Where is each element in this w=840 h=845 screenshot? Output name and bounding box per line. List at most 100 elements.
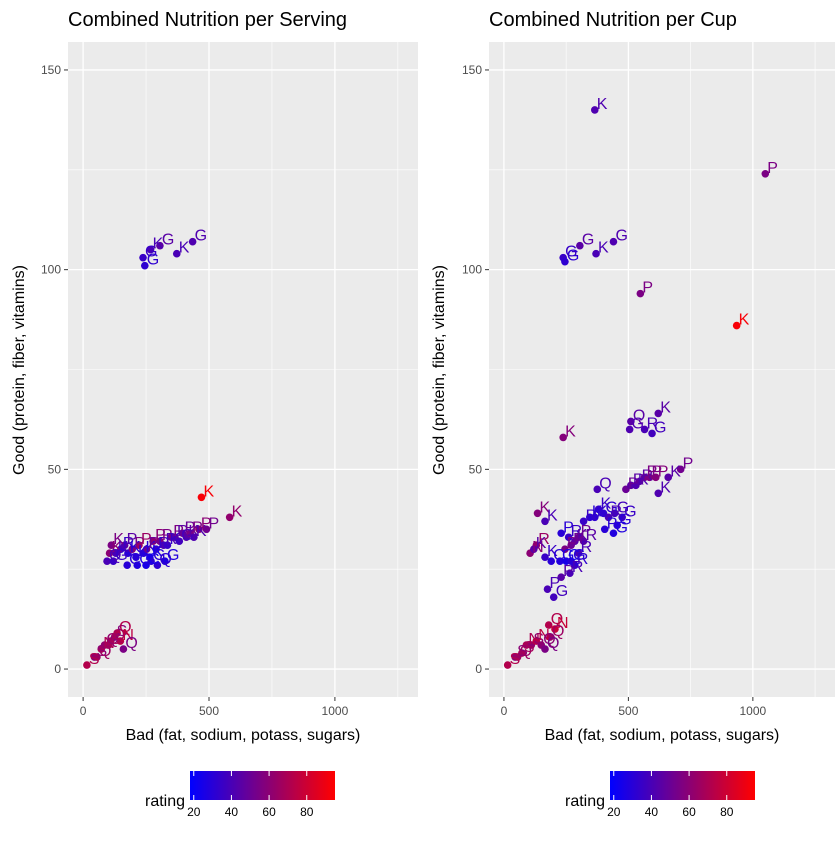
data-point xyxy=(604,513,613,522)
point-label: G xyxy=(145,244,157,261)
gridlines-serving xyxy=(68,42,418,697)
y-ticks-cup: 0 50 100 150 xyxy=(462,63,489,676)
point-label: P xyxy=(581,523,592,540)
point-label: K xyxy=(547,543,558,560)
x-axis-label-serving: Bad (fat, sodium, potass, sugars) xyxy=(126,727,361,744)
data-point xyxy=(156,241,164,250)
point-label: G xyxy=(147,252,159,269)
point-label: R xyxy=(610,503,622,520)
point-label: P xyxy=(192,519,203,536)
data-point xyxy=(676,465,685,474)
chart-title-cup: Combined Nutrition per Cup xyxy=(489,9,737,31)
y-tick-label: 150 xyxy=(462,63,482,77)
point-label: N xyxy=(557,615,569,632)
data-point xyxy=(544,621,553,629)
point-label: K xyxy=(232,503,243,520)
x-tick-label: 500 xyxy=(618,704,638,718)
data-point xyxy=(541,553,549,562)
data-point xyxy=(761,169,770,178)
data-point xyxy=(732,321,741,330)
data-point xyxy=(202,525,211,534)
point-label: S xyxy=(533,631,544,648)
data-point xyxy=(648,429,656,438)
data-point xyxy=(116,637,125,645)
legend-tick-label: 20 xyxy=(607,805,621,819)
point-label: Q xyxy=(633,407,645,424)
data-point xyxy=(556,557,564,566)
point-label: K xyxy=(130,539,141,556)
data-point xyxy=(152,545,160,554)
point-label: R xyxy=(177,523,189,540)
data-point xyxy=(576,241,584,250)
point-label: K xyxy=(577,527,588,544)
point-label: G xyxy=(562,547,574,564)
data-point xyxy=(133,561,142,570)
point-label: P xyxy=(162,527,173,544)
data-point xyxy=(664,473,673,482)
point-label: K xyxy=(660,479,671,496)
point-label: K xyxy=(138,543,149,560)
point-label: Q xyxy=(113,627,125,644)
point-label: K xyxy=(146,539,157,556)
data-point xyxy=(590,513,599,522)
point-label: K xyxy=(601,495,612,512)
data-point xyxy=(574,549,583,558)
data-point xyxy=(153,561,162,570)
point-label: S xyxy=(510,651,521,668)
y-tick-label: 0 xyxy=(475,662,482,676)
data-point xyxy=(161,557,169,566)
point-label: G xyxy=(617,499,629,516)
point-label: S xyxy=(110,631,121,648)
point-label: P xyxy=(567,535,578,552)
data-point xyxy=(195,525,203,534)
legend-tick-label: 80 xyxy=(720,805,734,819)
data-point xyxy=(579,537,588,546)
data-point xyxy=(135,541,143,550)
point-label: P xyxy=(185,519,196,536)
point-label: G xyxy=(632,415,644,432)
data-point xyxy=(197,493,206,502)
y-tick-label: 150 xyxy=(41,63,61,77)
data-point xyxy=(566,569,574,577)
data-point xyxy=(103,557,111,566)
data-point xyxy=(503,661,512,669)
point-label: N xyxy=(532,539,544,556)
points-cup xyxy=(503,106,770,669)
point-label: K xyxy=(598,240,609,257)
legend-ticks-serving: 20 40 60 80 xyxy=(187,771,314,819)
point-label: Q xyxy=(109,547,121,564)
point-label: Q xyxy=(99,643,111,660)
point-label: Q xyxy=(119,619,131,636)
point-label: G xyxy=(565,244,577,261)
data-point xyxy=(567,541,575,550)
data-point xyxy=(541,517,549,526)
y-tick-label: 100 xyxy=(462,263,482,277)
data-point xyxy=(225,513,234,522)
x-tick-label: 1000 xyxy=(322,704,349,718)
point-label: R xyxy=(633,471,645,488)
point-label: R xyxy=(573,531,585,548)
data-point xyxy=(105,549,114,558)
point-label: S xyxy=(517,643,528,660)
point-label: C xyxy=(129,551,141,568)
data-point xyxy=(175,537,184,546)
data-point xyxy=(579,517,588,526)
point-label: K xyxy=(565,423,576,440)
point-label: K xyxy=(112,539,123,556)
data-point xyxy=(533,509,542,518)
data-point xyxy=(551,625,559,633)
data-point xyxy=(651,473,660,482)
data-point xyxy=(645,473,654,482)
point-label: P xyxy=(652,463,663,480)
point-label: P xyxy=(155,527,166,544)
data-point xyxy=(557,573,565,581)
point-label: C xyxy=(568,547,580,564)
point-label: P xyxy=(149,535,160,552)
gridlines-cup xyxy=(489,42,835,697)
x-tick-label: 0 xyxy=(80,704,87,718)
color-legend-serving: rating 20 40 60 80 xyxy=(145,771,335,819)
data-point xyxy=(571,561,579,570)
